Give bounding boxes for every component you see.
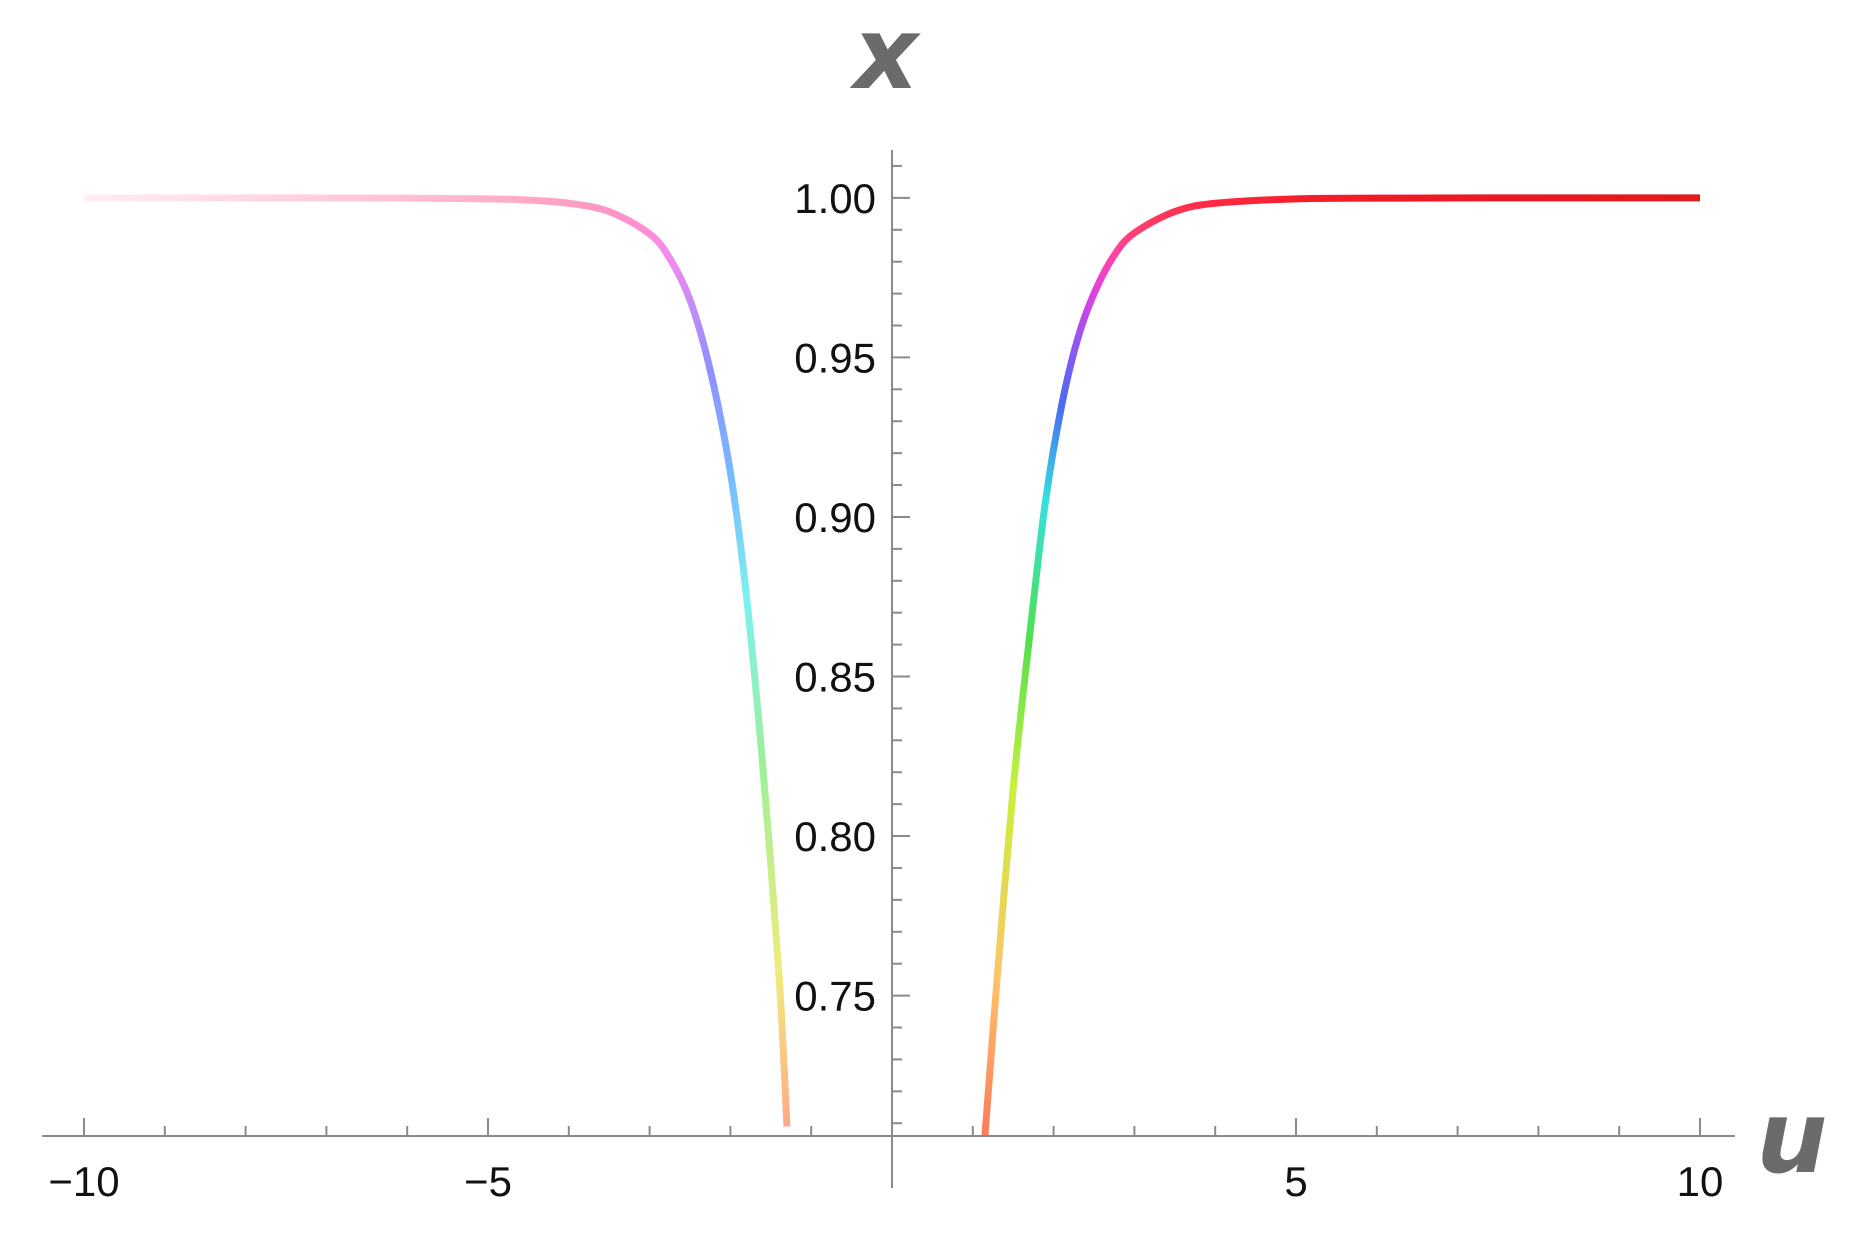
y-tick-label: 0.95 <box>794 334 876 381</box>
y-tick-group: 1.00 0.95 0.90 0.85 0.80 0.75 <box>794 164 910 1125</box>
curve-left <box>83 194 791 1127</box>
x-tick-label: 5 <box>1284 1158 1307 1205</box>
x-tick-label: −5 <box>464 1158 512 1205</box>
curve-right <box>981 194 1701 1137</box>
y-tick-label: 0.85 <box>794 654 876 701</box>
y-tick-label: 0.80 <box>794 813 876 860</box>
y-tick-label: 1.00 <box>794 175 876 222</box>
x-tick-label: −10 <box>48 1158 119 1205</box>
y-axis-title: x <box>849 0 922 112</box>
x-tick-label: 10 <box>1677 1158 1724 1205</box>
y-tick-label: 0.90 <box>794 494 876 541</box>
x-tick-group: −10 −5 5 10 <box>48 1118 1723 1205</box>
curve-group <box>83 194 1701 1137</box>
y-tick-label: 0.75 <box>794 973 876 1020</box>
x-axis-title: u <box>1756 1079 1827 1196</box>
